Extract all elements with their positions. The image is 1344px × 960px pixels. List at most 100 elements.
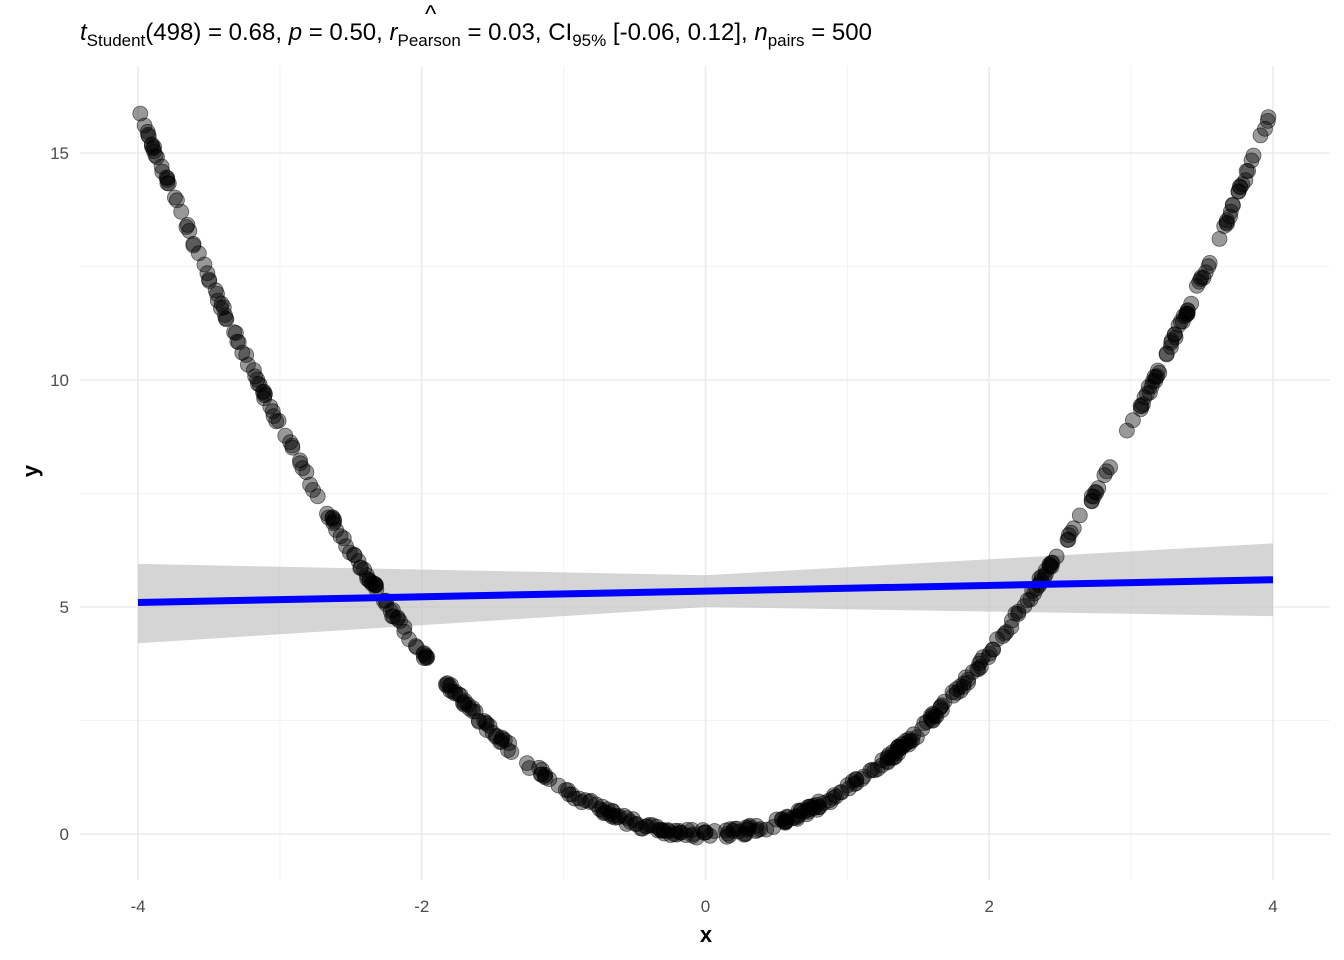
data-point (255, 383, 272, 400)
data-point (1143, 378, 1160, 395)
data-point (848, 775, 865, 792)
subtitle-r-sub: Pearson (397, 31, 460, 50)
data-point (822, 794, 839, 811)
data-point (284, 439, 301, 456)
x-tick-label: 2 (985, 897, 994, 916)
data-point (758, 821, 775, 838)
data-point (1125, 412, 1141, 429)
x-tick-label: -2 (414, 897, 429, 916)
data-point (1083, 488, 1100, 505)
data-point (160, 175, 177, 192)
data-point (294, 460, 311, 477)
x-axis-title: x (700, 922, 713, 947)
data-point (1041, 556, 1058, 573)
subtitle-eq3: = 0.03, CI (461, 19, 572, 46)
data-point (740, 820, 757, 837)
data-point (309, 488, 326, 505)
data-point (1252, 127, 1269, 144)
data-point (952, 678, 968, 695)
data-point (936, 693, 953, 710)
data-point (862, 762, 879, 779)
data-point (332, 528, 349, 545)
subtitle-r-hat: ^ (425, 1, 437, 28)
data-point (196, 256, 213, 273)
data-point (725, 823, 741, 839)
data-point (1211, 230, 1228, 247)
data-point (916, 715, 933, 732)
data-point (656, 825, 673, 842)
data-point (262, 398, 279, 415)
subtitle-t-symbol: t (80, 19, 88, 46)
data-point (460, 697, 477, 713)
subtitle-t-sub: Student (87, 31, 146, 50)
data-point (1119, 422, 1135, 439)
data-point (1163, 339, 1179, 356)
data-point (1133, 401, 1149, 418)
x-tick-label: -4 (130, 897, 145, 916)
data-point (607, 809, 624, 826)
data-point (132, 105, 149, 122)
data-point (487, 728, 504, 745)
data-point (702, 827, 718, 844)
data-point (1083, 492, 1100, 509)
data-point (752, 821, 769, 837)
data-point (179, 216, 196, 233)
data-point (1065, 520, 1082, 537)
data-point (140, 128, 157, 145)
y-tick-label: 15 (50, 144, 69, 163)
data-point (139, 123, 156, 140)
data-point (964, 664, 981, 680)
data-point (627, 816, 644, 832)
data-point (653, 822, 669, 839)
data-point (996, 625, 1013, 642)
subtitle-n-sub: pairs (768, 31, 805, 50)
data-point (1096, 467, 1113, 484)
data-point (207, 282, 224, 299)
tick-layer: -4 -2 0 2 4 0 5 10 15 (50, 144, 1278, 916)
data-point (181, 222, 198, 239)
subtitle-eq4: = 500 (805, 19, 872, 46)
data-point (720, 825, 736, 842)
data-point (1240, 162, 1256, 179)
data-point (418, 649, 434, 665)
data-point (1174, 313, 1191, 330)
data-point (519, 755, 535, 771)
data-point (201, 273, 218, 289)
data-point (1102, 459, 1118, 476)
data-point (230, 334, 247, 351)
data-point (774, 811, 790, 828)
data-point (270, 412, 287, 429)
data-point (1022, 591, 1039, 608)
subtitle-ci-sub: 95% (572, 31, 606, 50)
y-tick-label: 5 (60, 598, 69, 617)
data-point (226, 324, 243, 341)
data-point (828, 788, 844, 805)
data-point (346, 547, 363, 564)
data-point (995, 628, 1011, 644)
grid-layer (80, 66, 1330, 880)
data-point (199, 265, 216, 282)
data-point (1219, 215, 1235, 232)
data-point (1183, 295, 1200, 312)
data-point (1178, 305, 1195, 322)
data-point (401, 631, 418, 648)
data-point (1166, 326, 1183, 343)
data-point (442, 677, 459, 693)
data-point (577, 792, 594, 809)
data-point (1260, 109, 1277, 125)
data-point (1230, 183, 1247, 200)
data-point (890, 742, 907, 758)
data-point (185, 235, 202, 252)
data-point (1144, 373, 1161, 390)
data-point (1224, 196, 1241, 213)
data-point (1216, 218, 1233, 235)
data-point (1232, 179, 1249, 196)
data-point (1158, 346, 1175, 363)
x-tick-label: 4 (1268, 897, 1277, 916)
data-point (594, 798, 611, 815)
data-point (305, 481, 321, 498)
y-tick-label: 10 (50, 371, 69, 390)
data-point (166, 189, 183, 206)
regression-line (137, 576, 1274, 606)
